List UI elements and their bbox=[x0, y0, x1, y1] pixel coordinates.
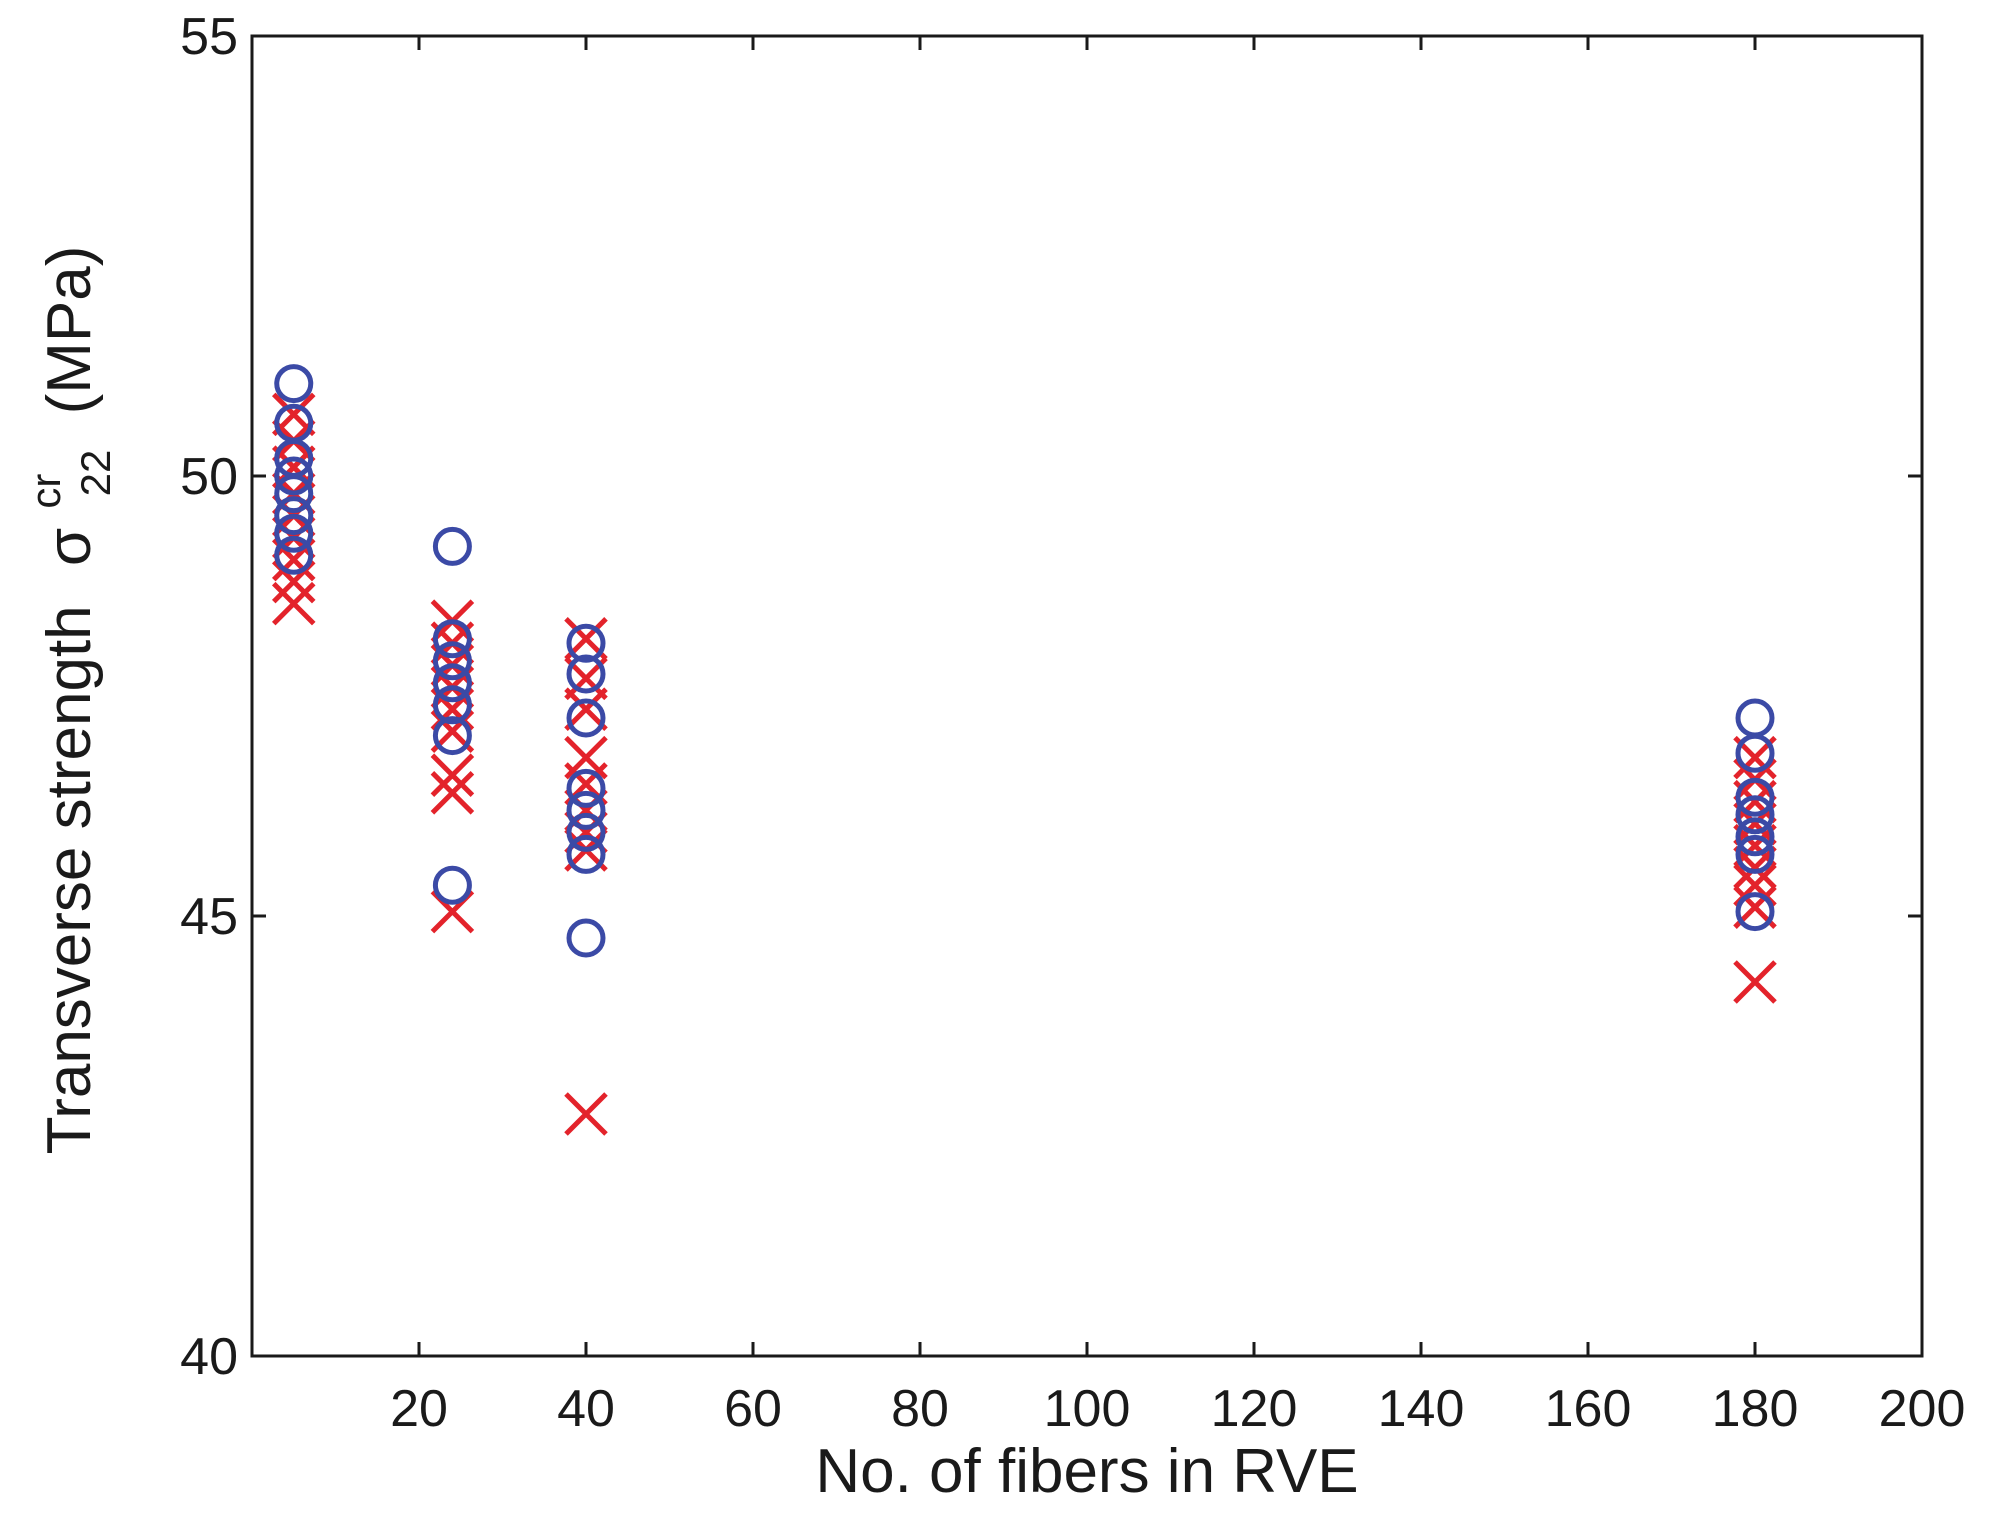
x-tick-label: 120 bbox=[1211, 1380, 1298, 1438]
circle-marker bbox=[274, 496, 314, 536]
circle-marker bbox=[432, 619, 472, 659]
circle-marker bbox=[1735, 817, 1775, 857]
x-tick-label: 60 bbox=[724, 1380, 782, 1438]
cross-marker bbox=[271, 581, 316, 626]
circle-marker bbox=[566, 790, 606, 830]
circle-marker bbox=[432, 526, 472, 566]
cross-marker bbox=[1733, 960, 1777, 1004]
y-axis-title-superscript: cr bbox=[22, 474, 69, 509]
x-tick-label: 20 bbox=[390, 1380, 448, 1438]
x-tick-label: 100 bbox=[1044, 1380, 1131, 1438]
y-axis-title-subscript: 22 bbox=[72, 450, 119, 497]
circle-marker bbox=[1735, 834, 1775, 874]
y-tick-label: 50 bbox=[180, 448, 238, 506]
x-tick-label: 80 bbox=[891, 1380, 949, 1438]
y-tick-label: 40 bbox=[180, 1328, 238, 1386]
x-tick-label: 40 bbox=[557, 1380, 615, 1438]
circle-marker bbox=[566, 834, 606, 874]
plot-area: 20 40 60 80 100 120 140 160 180 200 40 45 50 55 bbox=[180, 8, 1965, 1438]
circle-marker bbox=[274, 474, 314, 514]
circle-marker bbox=[566, 654, 606, 694]
data-markers bbox=[271, 364, 1777, 1136]
cross-marker bbox=[564, 1092, 608, 1136]
x-tick-label: 160 bbox=[1545, 1380, 1632, 1438]
circle-marker bbox=[566, 698, 606, 738]
x-axis-ticks: 20 40 60 80 100 120 140 160 180 200 bbox=[390, 36, 1965, 1438]
circle-marker bbox=[274, 513, 314, 553]
cross-marker bbox=[1733, 823, 1777, 868]
y-axis-title-symbol: σ bbox=[35, 528, 104, 566]
cross-marker bbox=[430, 753, 475, 797]
x-tick-label: 140 bbox=[1378, 1380, 1465, 1438]
circle-marker bbox=[566, 768, 606, 808]
circle-marker bbox=[1735, 698, 1775, 738]
cross-marker bbox=[564, 687, 608, 731]
y-axis-ticks: 40 45 50 55 bbox=[180, 8, 1922, 1386]
circle-marker bbox=[274, 364, 314, 404]
y-axis-title-unit: (MPa) bbox=[35, 246, 104, 415]
circle-marker bbox=[1735, 892, 1775, 932]
y-tick-label: 55 bbox=[180, 8, 238, 66]
circle-marker bbox=[566, 812, 606, 852]
circle-marker bbox=[274, 535, 314, 575]
y-axis-title: Transverse strength σ cr 22 (MPa) bbox=[5, 246, 124, 1155]
circle-marker bbox=[432, 663, 472, 703]
x-tick-label: 180 bbox=[1712, 1380, 1799, 1438]
circle-marker bbox=[432, 641, 472, 681]
circle-marker bbox=[1735, 795, 1775, 835]
circle-marker bbox=[1735, 733, 1775, 773]
y-axis-title-prefix: Transverse strength bbox=[35, 605, 104, 1154]
circle-marker bbox=[432, 716, 472, 756]
y-tick-label: 45 bbox=[180, 888, 238, 946]
x-axis-title: No. of fibers in RVE bbox=[815, 1437, 1358, 1506]
x-tick-label: 200 bbox=[1879, 1380, 1966, 1438]
circle-marker bbox=[432, 865, 472, 905]
cross-marker bbox=[1733, 845, 1777, 890]
circle-marker bbox=[566, 918, 606, 958]
circle-marker bbox=[566, 623, 606, 663]
circle-marker bbox=[274, 456, 314, 496]
circle-marker bbox=[432, 685, 472, 725]
cross-marker bbox=[430, 771, 475, 815]
circle-marker bbox=[1735, 777, 1775, 817]
plot-frame bbox=[250, 34, 1924, 1358]
